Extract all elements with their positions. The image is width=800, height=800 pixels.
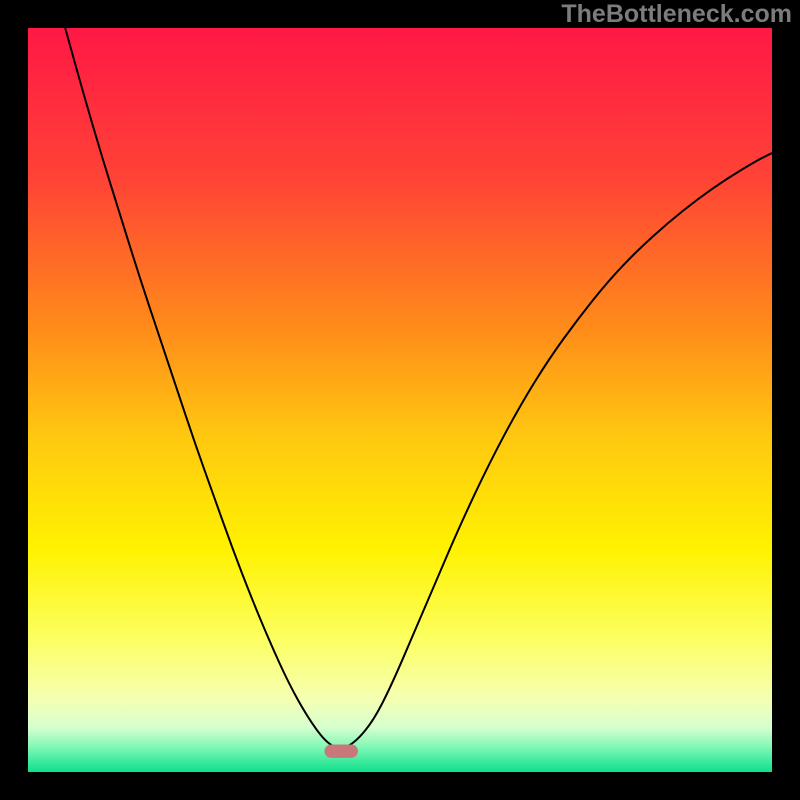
chart-svg bbox=[0, 0, 800, 800]
bottleneck-chart: TheBottleneck.com bbox=[0, 0, 800, 800]
watermark-text: TheBottleneck.com bbox=[561, 0, 792, 29]
chart-background bbox=[28, 28, 772, 772]
optimal-marker bbox=[324, 744, 357, 757]
